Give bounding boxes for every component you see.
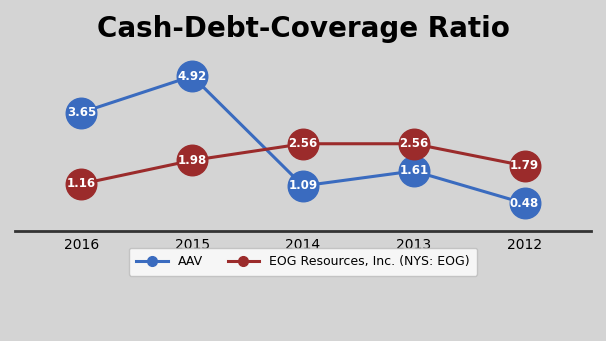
Text: 1.16: 1.16	[67, 177, 96, 190]
Title: Cash-Debt-Coverage Ratio: Cash-Debt-Coverage Ratio	[96, 15, 510, 43]
Legend: AAV, EOG Resources, Inc. (NYS: EOG): AAV, EOG Resources, Inc. (NYS: EOG)	[129, 248, 477, 276]
Text: 1.98: 1.98	[178, 154, 207, 167]
Text: 2.56: 2.56	[288, 137, 318, 150]
Text: 0.48: 0.48	[510, 197, 539, 210]
Text: 3.65: 3.65	[67, 106, 96, 119]
Text: 1.09: 1.09	[288, 179, 318, 192]
Text: 2.56: 2.56	[399, 137, 428, 150]
Text: 4.92: 4.92	[178, 70, 207, 83]
Text: 1.61: 1.61	[399, 164, 428, 177]
Text: 1.79: 1.79	[510, 159, 539, 172]
